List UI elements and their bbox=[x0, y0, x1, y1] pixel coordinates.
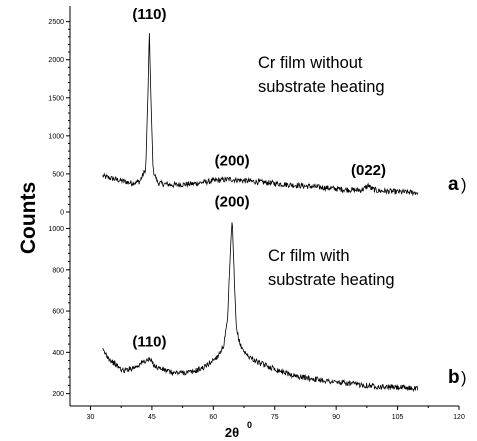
y-tick-label: 400 bbox=[52, 350, 64, 357]
peak-label: (110) bbox=[132, 334, 166, 351]
y-tick-label: 200 bbox=[52, 391, 64, 398]
peak-label: (022) bbox=[351, 162, 386, 179]
panel-label-paren: ) bbox=[461, 369, 467, 387]
diffraction-line-b bbox=[102, 222, 419, 393]
x-tick-label: 90 bbox=[332, 414, 340, 421]
y-tick-label: 600 bbox=[52, 309, 64, 316]
x-axis-title-superscript: 0 bbox=[247, 420, 252, 430]
peak-label: (110) bbox=[132, 6, 166, 23]
panel-annotation: substrate heating bbox=[268, 271, 395, 289]
x-tick-label: 30 bbox=[87, 414, 95, 421]
x-tick-label: 75 bbox=[271, 414, 279, 421]
y-tick-label: 2000 bbox=[48, 57, 64, 64]
panel-annotation: Cr film without bbox=[258, 54, 363, 72]
panel-annotation: Cr film with bbox=[268, 247, 350, 265]
y-tick-label: 800 bbox=[52, 267, 64, 274]
x-tick-label: 60 bbox=[209, 414, 217, 421]
panel-label-paren: ) bbox=[461, 176, 467, 194]
series bbox=[102, 33, 419, 393]
y-axis-title: Counts bbox=[17, 182, 40, 254]
x-axis-title: 2θ bbox=[225, 425, 239, 440]
panel-label-b: b bbox=[448, 367, 460, 388]
text-layer: 30 45 60 75 90 105 120 2θ 0 Counts 0 500 1000 1500 200… bbox=[17, 6, 467, 440]
x-tick-label: 120 bbox=[453, 414, 465, 421]
y-tick-label: 500 bbox=[52, 171, 64, 178]
diffraction-line-a bbox=[102, 33, 419, 197]
axes bbox=[66, 6, 460, 410]
peak-label: (200) bbox=[215, 193, 250, 210]
y-tick-label: 0 bbox=[60, 210, 64, 217]
y-tick-label: 1500 bbox=[48, 95, 64, 102]
peak-label: (200) bbox=[215, 152, 250, 169]
y-tick-label: 2500 bbox=[48, 19, 64, 26]
x-tick-label: 45 bbox=[148, 414, 156, 421]
y-tick-label: 1000 bbox=[48, 226, 64, 233]
panel-label-a: a bbox=[448, 174, 459, 195]
panel-annotation: substrate heating bbox=[258, 78, 385, 96]
y-tick-label: 1000 bbox=[48, 133, 64, 140]
x-tick-label: 105 bbox=[392, 414, 404, 421]
